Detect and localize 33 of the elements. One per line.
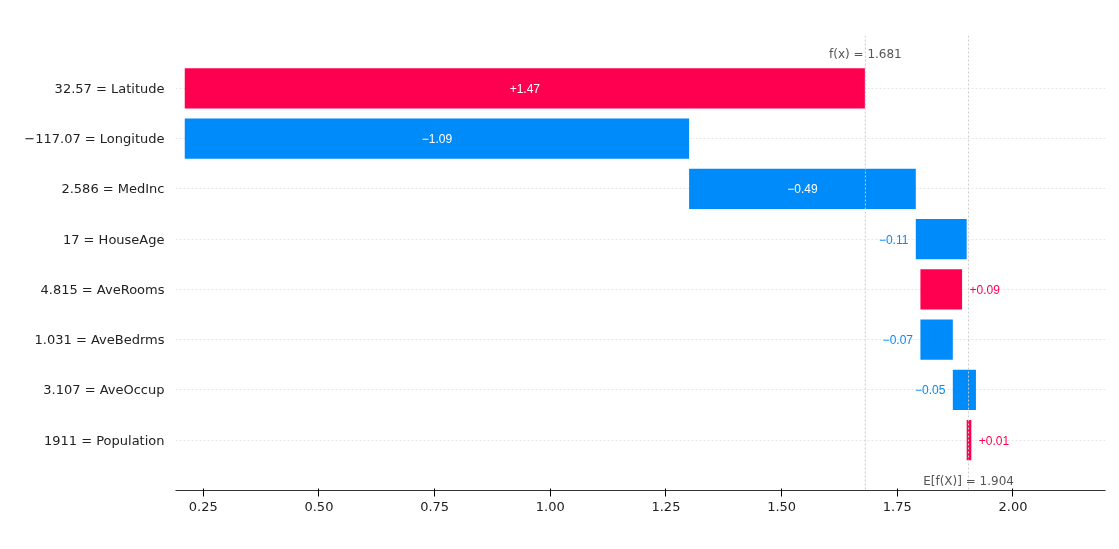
bar	[952, 369, 976, 411]
x-tick-label: 1.25	[651, 498, 681, 514]
bar	[689, 168, 916, 209]
data-label: −0.11	[878, 232, 909, 247]
data-label: −0.49	[787, 182, 818, 197]
data-label: −1.09	[421, 132, 453, 147]
data-label: +0.01	[978, 433, 1010, 448]
ref-line-label: f(x) = 1.681	[829, 46, 902, 61]
y-tick-label: 3.107 = AveOccup	[43, 382, 165, 398]
y-tick-label: 1911 = Population	[43, 432, 165, 448]
x-tick-label: 0.75	[420, 498, 450, 514]
y-tick-label: 1.031 = AveBedrms	[34, 332, 165, 348]
data-label: −0.07	[882, 333, 914, 348]
ref-line-label: E[f(X)] = 1.904	[923, 473, 1014, 488]
x-tick-label: 1.00	[535, 498, 565, 514]
bar	[915, 219, 967, 260]
bar	[184, 118, 690, 159]
bar	[184, 68, 865, 109]
data-label: +1.47	[509, 81, 541, 96]
y-tick-label: 4.815 = AveRooms	[40, 281, 165, 297]
data-label: −0.05	[915, 383, 946, 398]
x-tick-label: 0.50	[304, 498, 334, 514]
x-tick-label: 1.50	[767, 498, 797, 514]
data-label: +0.09	[969, 282, 1001, 297]
y-tick-label: 2.586 = MedInc	[61, 181, 165, 197]
y-tick-label: 32.57 = Latitude	[54, 80, 165, 96]
y-tick-label: 17 = HouseAge	[62, 231, 165, 247]
x-tick-label: 2.00	[998, 498, 1028, 514]
bar	[920, 319, 953, 360]
x-tick-label: 1.75	[882, 498, 912, 514]
y-tick-label: −117.07 = Longitude	[24, 131, 165, 147]
x-tick-label: 0.25	[188, 498, 218, 514]
bar	[920, 269, 963, 310]
